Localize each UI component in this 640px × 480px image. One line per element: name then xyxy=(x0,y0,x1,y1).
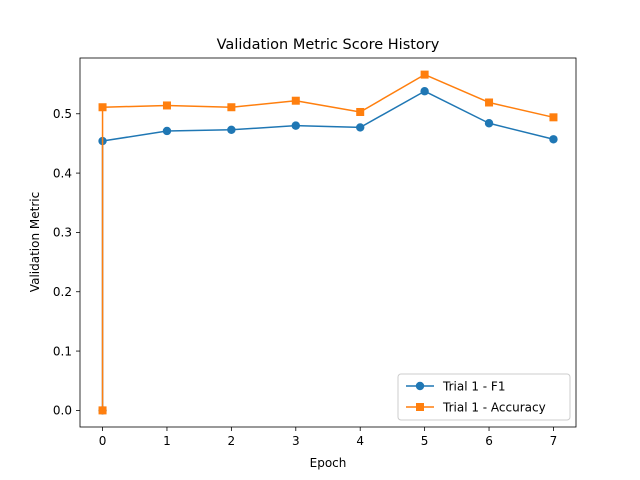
series-0-point-6 xyxy=(420,87,429,96)
y-tick-label-0: 0.0 xyxy=(53,404,72,418)
x-tick-label-4: 4 xyxy=(356,434,364,448)
y-tick-label-2: 0.2 xyxy=(53,285,72,299)
y-tick-label-4: 0.4 xyxy=(53,166,72,180)
series-1-point-0 xyxy=(98,406,107,415)
series-0-point-8 xyxy=(549,135,558,144)
x-tick-label-3: 3 xyxy=(292,434,300,448)
legend-marker-1 xyxy=(416,403,424,411)
legend-marker-0 xyxy=(415,381,425,391)
series-1-point-3 xyxy=(227,103,236,112)
series-0-point-2 xyxy=(162,126,172,136)
x-tick-label-2: 2 xyxy=(228,434,236,448)
series-1-point-5 xyxy=(356,107,365,116)
x-tick-label-1: 1 xyxy=(163,434,171,448)
series-0-point-7 xyxy=(484,119,494,128)
series-1-point-6 xyxy=(420,70,429,79)
x-tick-label-0: 0 xyxy=(99,434,107,448)
axes-frame xyxy=(79,57,577,428)
legend-box xyxy=(397,373,571,421)
series-0-point-4 xyxy=(291,121,300,130)
series-1-point-1 xyxy=(98,103,107,112)
x-tick-label-6: 6 xyxy=(485,434,493,448)
series-0-point-5 xyxy=(356,123,365,132)
plot-area: 0 1 2 3 4 5 6 7 0.0 0.1 0.2 0.3 0.4 0.5 xyxy=(53,57,577,448)
y-axis-title: Validation Metric xyxy=(28,192,42,292)
y-tick-label-5: 0.5 xyxy=(53,107,72,121)
x-axis-title: Epoch xyxy=(310,456,347,470)
y-tick-label-1: 0.1 xyxy=(53,344,72,358)
series-1-point-7 xyxy=(485,98,494,107)
x-tick-label-5: 5 xyxy=(421,434,429,448)
x-tick-label-7: 7 xyxy=(550,434,558,448)
series-0-point-3 xyxy=(227,125,236,134)
series-1-point-2 xyxy=(162,101,171,110)
legend-label-1: Trial 1 - Accuracy xyxy=(442,400,546,414)
legend-label-0: Trial 1 - F1 xyxy=(442,379,505,393)
legend: Trial 1 - F1 Trial 1 - Accuracy xyxy=(397,373,571,421)
y-tick-label-3: 0.3 xyxy=(53,226,72,240)
series-1-point-8 xyxy=(549,113,558,122)
series-1-point-4 xyxy=(291,96,300,105)
chart-title: Validation Metric Score History xyxy=(217,37,440,53)
